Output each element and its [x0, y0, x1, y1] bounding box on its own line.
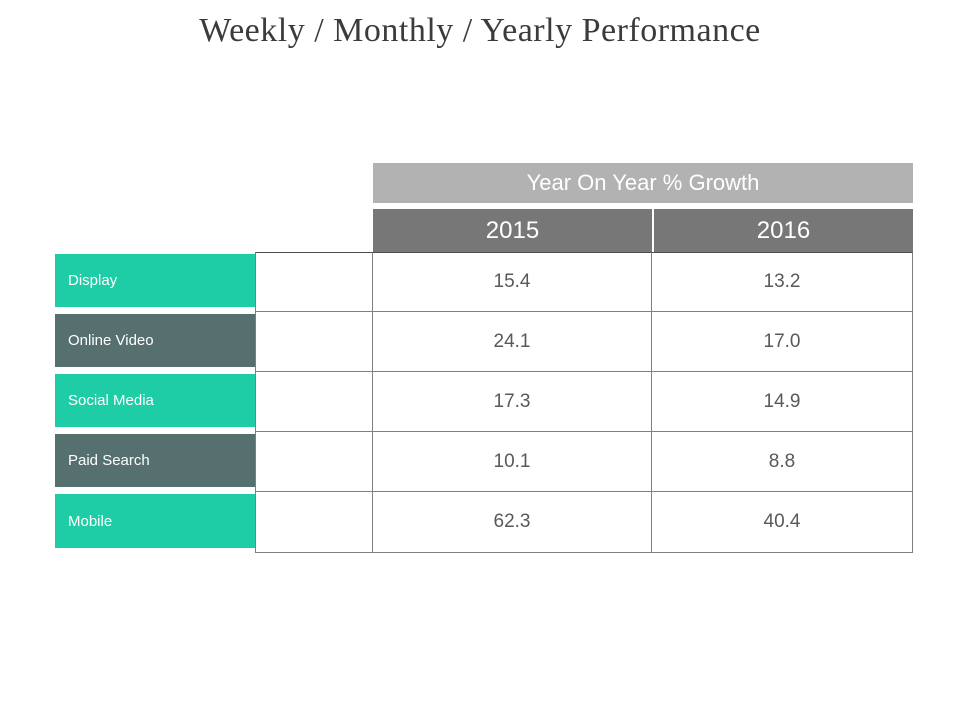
spacer-cell: [255, 312, 373, 372]
slide-title: Weekly / Monthly / Yearly Performance: [199, 12, 761, 49]
value-cell-online-video-2015: 24.1: [373, 312, 652, 372]
spacer-cell: [255, 372, 373, 432]
spacer-cell: [255, 432, 373, 492]
column-header-2016: 2016: [652, 209, 913, 252]
row-label-social-media: Social Media: [55, 374, 255, 427]
value-cell-display-2016: 13.2: [652, 252, 913, 312]
value-cell-mobile-2016: 40.4: [652, 492, 913, 553]
value-cell-paid-search-2015: 10.1: [373, 432, 652, 492]
row-label-display: Display: [55, 254, 255, 307]
value-cell-online-video-2016: 17.0: [652, 312, 913, 372]
performance-table: Year On Year % Growth 2015 2016 Display …: [55, 163, 913, 553]
value-cell-display-2015: 15.4: [373, 252, 652, 312]
row-label-online-video: Online Video: [55, 314, 255, 367]
spacer-cell: [255, 492, 373, 553]
row-label-paid-search: Paid Search: [55, 434, 255, 487]
value-cell-paid-search-2016: 8.8: [652, 432, 913, 492]
value-cell-social-media-2015: 17.3: [373, 372, 652, 432]
value-cell-social-media-2016: 14.9: [652, 372, 913, 432]
value-cell-mobile-2015: 62.3: [373, 492, 652, 553]
spacer-cell: [255, 252, 373, 312]
row-label-mobile: Mobile: [55, 494, 255, 548]
column-header-2015: 2015: [373, 209, 652, 252]
table-group-header: Year On Year % Growth: [373, 163, 913, 203]
